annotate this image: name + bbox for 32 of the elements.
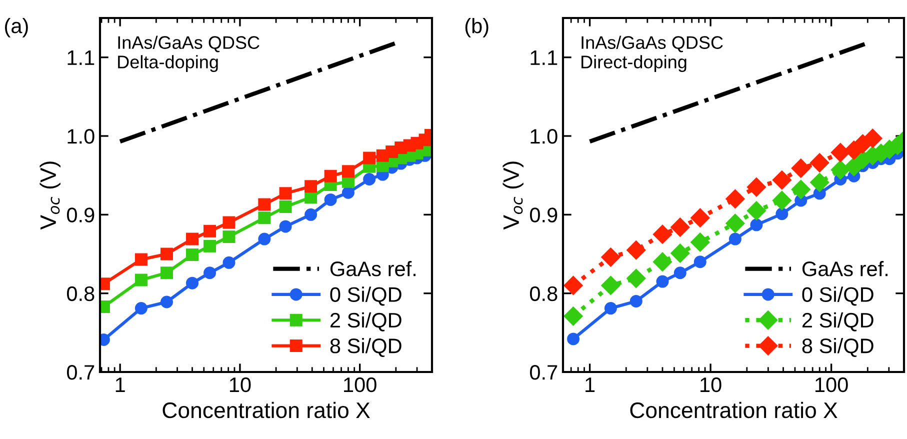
annotation: InAs/GaAs QDSC Delta-doping — [118, 36, 260, 72]
annotation: InAs/GaAs QDSC Direct-doping — [582, 36, 723, 72]
legend-label: GaAs ref. — [330, 261, 416, 276]
x-axis-title: Concentration ratio X — [630, 402, 838, 418]
y-tick-label: 1.1 — [68, 50, 94, 65]
chart-title: (b) — [465, 18, 488, 38]
y-tick-label: 0.9 — [530, 208, 558, 222]
x-tick-label: 100 — [344, 377, 376, 392]
y-tick-label: 1.0 — [530, 129, 558, 144]
x-tick-label: 10 — [700, 377, 722, 392]
x-tick-label: 1 — [586, 378, 595, 392]
x-tick-label: 100 — [816, 377, 848, 392]
legend-label: 8 Si/QD — [802, 338, 874, 358]
y-tick-label: 0.8 — [66, 286, 94, 302]
legend-label: GaAs ref. — [802, 261, 888, 276]
legend-label: 2 Si/QD — [802, 312, 874, 332]
chart-title: (a) — [5, 18, 28, 38]
y-axis-title: V$_{oc}$ (V) — [40, 162, 60, 230]
legend-label: 0 Si/QD — [802, 286, 874, 306]
y-tick-label: 1.0 — [68, 129, 94, 144]
y-tick-label: 0.7 — [66, 365, 94, 380]
legend-label: 8 Si/QD — [330, 338, 402, 358]
y-tick-label: 1.1 — [530, 50, 558, 65]
legend-label: 0 Si/QD — [330, 286, 402, 306]
y-tick-label: 0.9 — [66, 208, 94, 222]
y-tick-label: 0.7 — [530, 365, 558, 380]
y-tick-label: 0.8 — [530, 286, 558, 302]
x-tick-label: 1 — [116, 378, 125, 392]
x-tick-label: 10 — [230, 377, 251, 392]
y-axis-title: V$_{oc}$ (V) — [502, 162, 524, 230]
x-axis-title: Concentration ratio X — [162, 402, 370, 418]
legend-label: 2 Si/QD — [330, 312, 402, 332]
